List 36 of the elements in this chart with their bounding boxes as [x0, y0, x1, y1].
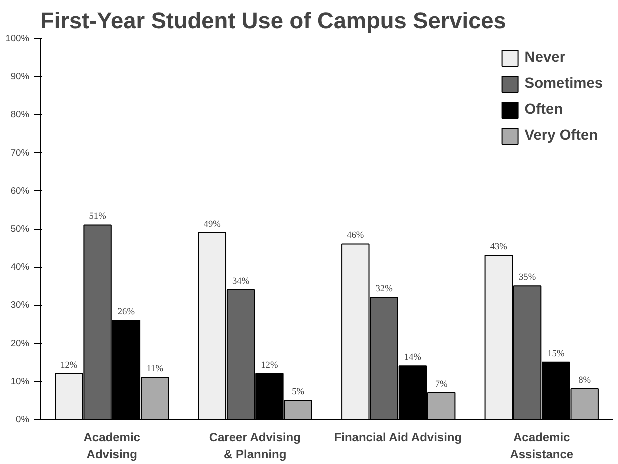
data-label: 8%	[578, 376, 592, 386]
data-label: 26%	[118, 307, 136, 318]
data-label: 7%	[435, 380, 448, 390]
data-label: 34%	[232, 276, 250, 287]
y-tick-label: 40%	[10, 262, 30, 272]
y-tick-label: 100%	[6, 34, 30, 44]
legend-label: Never	[524, 50, 566, 66]
data-label: 12%	[60, 360, 78, 371]
data-label: 12%	[261, 360, 278, 371]
data-label: 51%	[89, 212, 107, 222]
data-label: 32%	[376, 284, 394, 295]
y-tick-label: 0%	[16, 414, 30, 424]
y-tick-label: 50%	[10, 224, 30, 234]
y-tick-label: 80%	[10, 110, 30, 120]
x-tick-label: Financial Aid Advising	[334, 430, 462, 444]
x-tick-label: Career Advising & Planning	[209, 430, 301, 462]
data-label: 35%	[519, 273, 536, 284]
data-label: 46%	[347, 231, 364, 242]
x-tick-label: Academic Advising	[84, 430, 141, 462]
data-label: 5%	[292, 387, 305, 398]
y-tick-label: 60%	[10, 186, 30, 196]
data-label: 14%	[404, 353, 422, 364]
data-label: 11%	[146, 364, 164, 375]
y-tick-label: 10%	[10, 376, 30, 386]
legend-label: Often	[524, 102, 564, 118]
y-tick-label: 90%	[10, 72, 30, 82]
legend-label: Very Often	[524, 128, 598, 144]
data-label: 15%	[548, 349, 565, 360]
chart-title: First-Year Student Use of Campus Services	[40, 8, 506, 34]
data-label: 49%	[204, 220, 222, 230]
data-label: 43%	[490, 242, 508, 253]
y-tick-label: 20%	[10, 338, 30, 348]
legend-label: Sometimes	[524, 76, 603, 92]
x-tick-label: Academic Assistance	[510, 430, 574, 462]
y-tick-label: 30%	[10, 300, 30, 310]
y-tick-label: 70%	[10, 148, 30, 158]
